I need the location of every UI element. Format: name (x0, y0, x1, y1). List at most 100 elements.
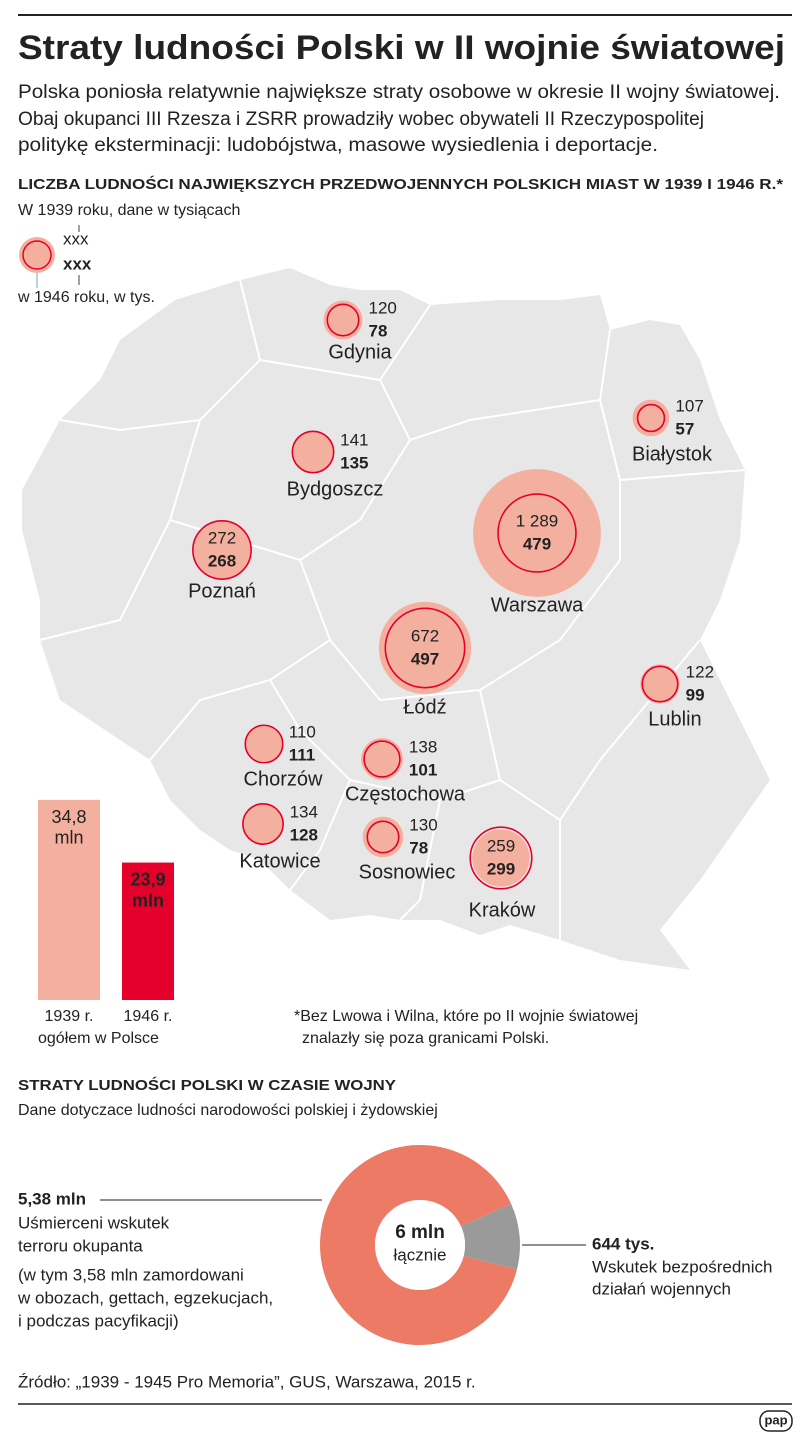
footnote: znalazły się poza granicami Polski. (302, 1030, 549, 1047)
donut-note: i podczas pacyfikacji) (18, 1311, 179, 1330)
legend-sample: xxx (63, 254, 92, 273)
intro-line: Polska poniosła relatywnie największe st… (18, 82, 780, 103)
value-1946: 99 (686, 685, 705, 704)
donut-value-label: 5,38 mln (18, 1189, 86, 1208)
value-1939: 259 (487, 836, 515, 855)
value-1946: 268 (208, 551, 236, 570)
donut-total: 6 mln (395, 1222, 445, 1243)
city-name: Białystok (632, 443, 713, 465)
bubble-1946 (497, 493, 577, 573)
bar-category: 1939 r. (45, 1008, 94, 1025)
donut-hole (375, 1200, 465, 1290)
city-name: Bydgoszcz (287, 478, 384, 500)
value-1946: 78 (368, 321, 387, 340)
bar-label: 34,8 mln (51, 807, 86, 848)
donut-slice (460, 1203, 520, 1270)
city-name: Sosnowiec (359, 861, 456, 883)
bar-label: 23,9 mln (130, 869, 165, 910)
bubble-1939 (378, 601, 472, 695)
city-name: Łódź (403, 696, 446, 718)
bubble-1939 (291, 430, 335, 474)
legend-label: W 1939 roku, dane w tysiącach (18, 202, 240, 219)
legend-sample: xxx (63, 229, 89, 248)
city-name: Chorzów (244, 768, 323, 790)
bubble-1939 (192, 520, 252, 580)
bubble-1939 (361, 738, 403, 780)
value-1946: 78 (409, 838, 428, 857)
section-title: STRATY LUDNOŚCI POLSKI W CZASIE WOJNY (18, 1076, 396, 1094)
bubble-1939 (473, 469, 601, 597)
bubble-1946 (366, 820, 400, 854)
value-1939: 138 (409, 737, 437, 756)
donut-description: Uśmierceni wskutek (18, 1213, 170, 1232)
value-1939: 120 (368, 298, 396, 317)
donut-slice (319, 1144, 517, 1345)
value-1946: 135 (340, 453, 368, 472)
bubble-1946 (242, 803, 284, 845)
legend-label: w 1946 roku, w tys. (17, 289, 155, 306)
bubble-1946 (636, 403, 666, 433)
title: Straty ludności Polski w II wojnie świat… (18, 29, 785, 67)
city-name: Częstochowa (345, 783, 466, 805)
bubble-1946 (641, 665, 679, 703)
value-1939: 672 (411, 626, 439, 645)
bubble-1939 (242, 803, 284, 845)
logo-frame (759, 1410, 793, 1432)
value-1939: 110 (289, 722, 316, 741)
donut-description: terroru okupanta (18, 1236, 143, 1255)
legend-swatch (22, 240, 52, 270)
value-1946: 479 (523, 534, 551, 553)
source: Źródło: „1939 - 1945 Pro Memoria”, GUS, … (18, 1372, 476, 1391)
legend-swatch (19, 237, 55, 273)
section-subtitle: Dane dotyczace ludności narodowości pols… (18, 1102, 438, 1119)
value-1946: 57 (675, 419, 694, 438)
value-1939: 272 (208, 528, 236, 547)
donut-description: Wskutek bezpośrednich (592, 1257, 772, 1276)
bubble-1946 (469, 826, 533, 890)
donut-total-caption: łącznie (394, 1245, 447, 1264)
city-name: Warszawa (491, 594, 584, 616)
city-name: Katowice (239, 850, 320, 872)
value-1946: 128 (290, 825, 318, 844)
donut-description: działań wojennych (592, 1279, 731, 1298)
bubble-1939 (472, 829, 530, 887)
intro-line: politykę eksterminacji: ludobójstwa, mas… (18, 135, 658, 156)
bubble-1946 (384, 607, 466, 689)
bubble-1939 (245, 725, 283, 763)
value-1939: 122 (686, 662, 714, 681)
intro-line: Obaj okupanci III Rzesza i ZSRR prowadzi… (18, 109, 704, 130)
value-1939: 130 (409, 815, 437, 834)
bar (122, 862, 174, 1000)
city-name: Gdynia (328, 341, 392, 363)
bar-category: 1946 r. (124, 1008, 173, 1025)
section-title: LICZBA LUDNOŚCI NAJWIĘKSZYCH PRZEDWOJENN… (18, 175, 783, 193)
bar-caption: ogółem w Polsce (38, 1030, 159, 1047)
city-name: Lublin (648, 708, 701, 730)
donut-note: w obozach, gettach, egzekucjach, (17, 1288, 273, 1307)
bar (38, 799, 100, 1000)
bubble-1939 (640, 664, 680, 704)
bubble-1946 (192, 520, 252, 580)
value-1946: 111 (289, 745, 316, 764)
city-name: Poznań (188, 580, 256, 602)
city-name: Kraków (469, 899, 536, 921)
bubble-1946 (291, 430, 335, 474)
bubble-1946 (244, 724, 284, 764)
value-1939: 1 289 (516, 511, 559, 530)
value-1939: 141 (340, 430, 368, 449)
bubble-1946 (363, 740, 401, 778)
bubble-1939 (362, 816, 404, 858)
footnote: *Bez Lwowa i Wilna, które po II wojnie ś… (294, 1008, 638, 1025)
value-1939: 134 (290, 802, 318, 821)
value-1946: 497 (411, 649, 439, 668)
bubble-1946 (326, 303, 360, 337)
logo: pap (764, 1412, 787, 1427)
donut-value-label: 644 tys. (592, 1234, 654, 1253)
value-1946: 101 (409, 760, 437, 779)
bubble-1939 (323, 300, 363, 340)
donut-note: (w tym 3,58 mln zamordowani (18, 1265, 244, 1284)
map-regions (39, 279, 746, 940)
value-1946: 299 (487, 859, 515, 878)
